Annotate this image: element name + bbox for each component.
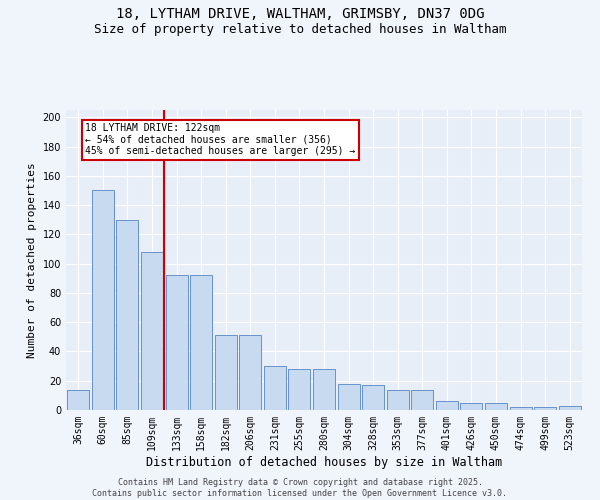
Bar <box>411 390 433 410</box>
Text: Size of property relative to detached houses in Waltham: Size of property relative to detached ho… <box>94 22 506 36</box>
Bar <box>534 407 556 410</box>
X-axis label: Distribution of detached houses by size in Waltham: Distribution of detached houses by size … <box>146 456 502 468</box>
Bar <box>264 366 286 410</box>
Bar <box>215 336 237 410</box>
Bar <box>460 402 482 410</box>
Bar <box>239 336 262 410</box>
Bar <box>92 190 114 410</box>
Bar <box>362 385 384 410</box>
Bar <box>436 401 458 410</box>
Bar <box>166 276 188 410</box>
Text: Contains HM Land Registry data © Crown copyright and database right 2025.
Contai: Contains HM Land Registry data © Crown c… <box>92 478 508 498</box>
Bar <box>313 369 335 410</box>
Bar <box>485 402 507 410</box>
Bar <box>116 220 139 410</box>
Bar <box>289 369 310 410</box>
Bar <box>509 407 532 410</box>
Bar <box>338 384 359 410</box>
Y-axis label: Number of detached properties: Number of detached properties <box>27 162 37 358</box>
Bar <box>559 406 581 410</box>
Text: 18, LYTHAM DRIVE, WALTHAM, GRIMSBY, DN37 0DG: 18, LYTHAM DRIVE, WALTHAM, GRIMSBY, DN37… <box>116 8 484 22</box>
Bar <box>67 390 89 410</box>
Bar <box>386 390 409 410</box>
Bar <box>190 276 212 410</box>
Bar <box>141 252 163 410</box>
Text: 18 LYTHAM DRIVE: 122sqm
← 54% of detached houses are smaller (356)
45% of semi-d: 18 LYTHAM DRIVE: 122sqm ← 54% of detache… <box>85 123 355 156</box>
